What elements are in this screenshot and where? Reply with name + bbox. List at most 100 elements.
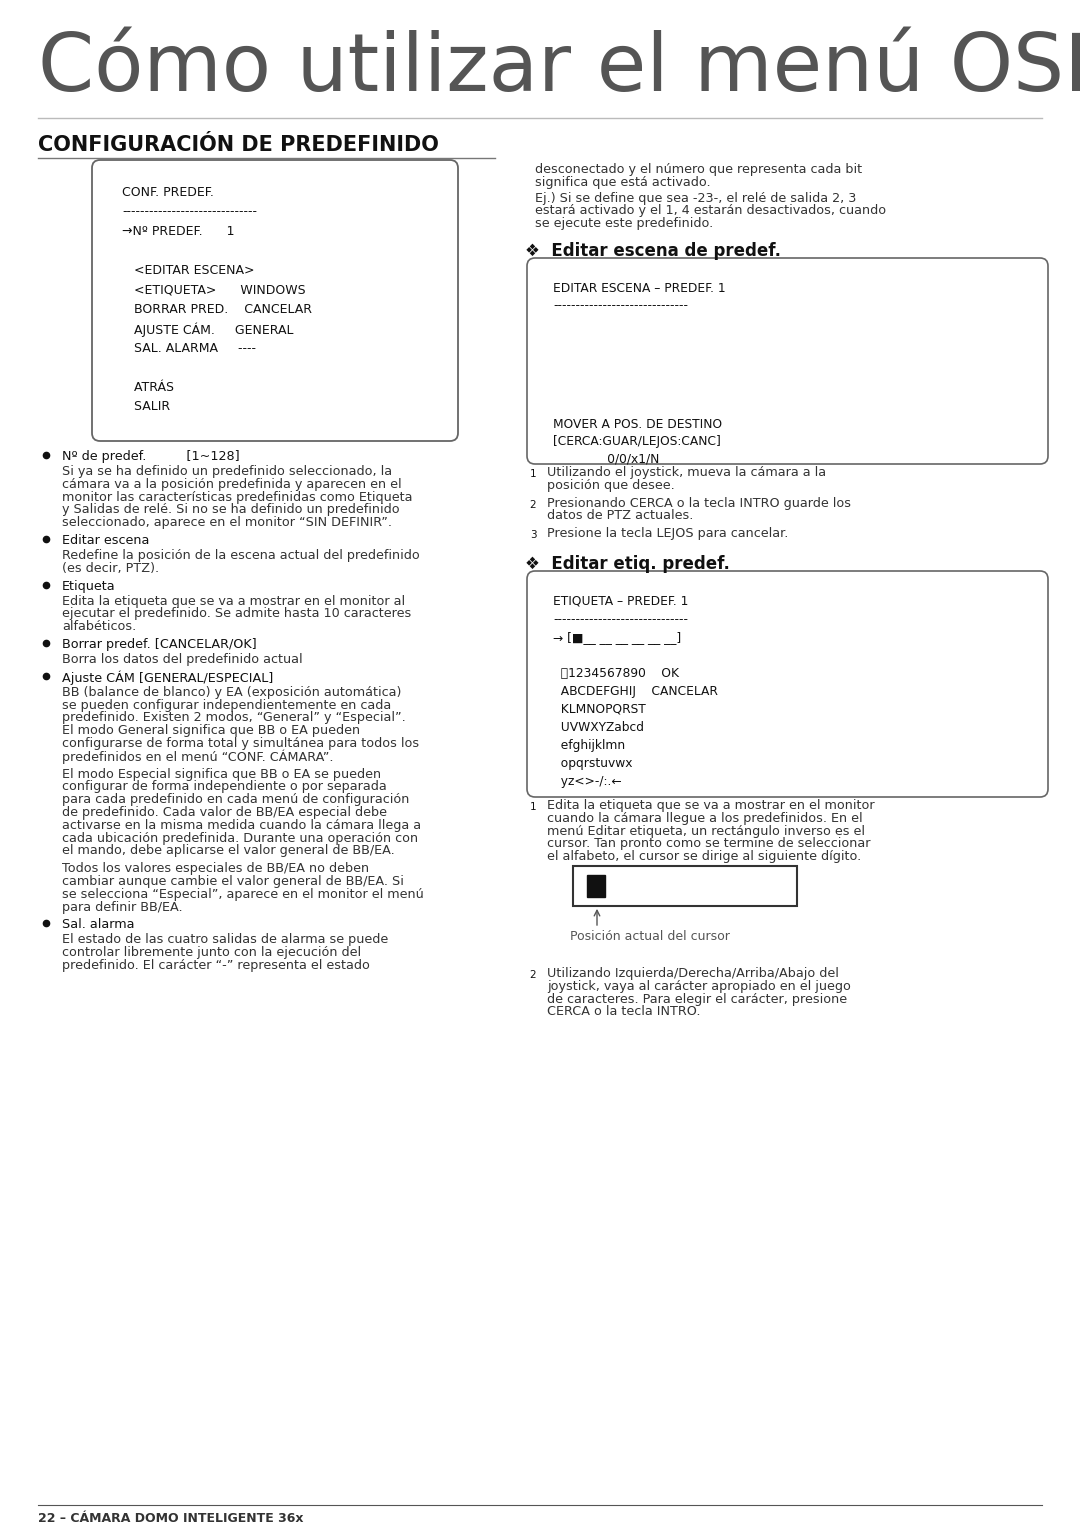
FancyBboxPatch shape xyxy=(527,258,1048,463)
Text: El modo General significa que BB o EA pueden: El modo General significa que BB o EA pu… xyxy=(62,724,360,738)
Text: Si ya se ha definido un predefinido seleccionado, la: Si ya se ha definido un predefinido sele… xyxy=(62,465,392,479)
Text: ------------------------------: ------------------------------ xyxy=(122,206,257,218)
Text: de caracteres. Para elegir el carácter, presione: de caracteres. Para elegir el carácter, … xyxy=(546,992,847,1006)
Circle shape xyxy=(525,497,541,512)
Text: 2: 2 xyxy=(529,500,537,509)
Text: Posición actual del cursor: Posición actual del cursor xyxy=(570,930,730,943)
Text: se pueden configurar independientemente en cada: se pueden configurar independientemente … xyxy=(62,698,391,712)
Text: MOVER A POS. DE DESTINO: MOVER A POS. DE DESTINO xyxy=(553,417,723,431)
Text: Borrar predef. [CANCELAR/OK]: Borrar predef. [CANCELAR/OK] xyxy=(62,638,257,650)
Text: posición que desee.: posición que desee. xyxy=(546,479,675,492)
Text: 3: 3 xyxy=(529,531,537,540)
Text: SAL. ALARMA     ----: SAL. ALARMA ---- xyxy=(122,342,256,354)
Text: [CERCA:GUAR/LEJOS:CANC]: [CERCA:GUAR/LEJOS:CANC] xyxy=(553,436,720,448)
Text: → [■__ __ __ __ __ __]: → [■__ __ __ __ __ __] xyxy=(553,630,681,644)
Text: y Salidas de relé. Si no se ha definido un predefinido: y Salidas de relé. Si no se ha definido … xyxy=(62,503,400,517)
Text: EDITAR ESCENA – PREDEF. 1: EDITAR ESCENA – PREDEF. 1 xyxy=(553,282,726,295)
Text: BB (balance de blanco) y EA (exposición automática): BB (balance de blanco) y EA (exposición … xyxy=(62,686,402,700)
Text: para definir BB/EA.: para definir BB/EA. xyxy=(62,900,183,914)
Text: ❖  Editar escena de predef.: ❖ Editar escena de predef. xyxy=(525,242,781,259)
FancyBboxPatch shape xyxy=(92,160,458,440)
Text: para cada predefinido en cada menú de configuración: para cada predefinido en cada menú de co… xyxy=(62,793,409,807)
Text: 1: 1 xyxy=(529,802,537,811)
Text: datos de PTZ actuales.: datos de PTZ actuales. xyxy=(546,509,693,523)
Text: significa que está activado.: significa que está activado. xyxy=(535,176,711,189)
Text: cámara va a la posición predefinida y aparecen en el: cámara va a la posición predefinida y ap… xyxy=(62,477,402,491)
Text: Editar escena: Editar escena xyxy=(62,534,149,548)
Text: Utilizando Izquierda/Derecha/Arriba/Abajo del: Utilizando Izquierda/Derecha/Arriba/Abaj… xyxy=(546,966,839,980)
Text: 22 – CÁMARA DOMO INTELIGENTE 36x: 22 – CÁMARA DOMO INTELIGENTE 36x xyxy=(38,1513,303,1525)
Text: CONFIGURACIÓN DE PREDEFINIDO: CONFIGURACIÓN DE PREDEFINIDO xyxy=(38,135,438,155)
Text: SALIR: SALIR xyxy=(122,400,171,414)
Circle shape xyxy=(525,966,541,983)
Text: <ETIQUETA>      WINDOWS: <ETIQUETA> WINDOWS xyxy=(122,284,306,296)
FancyBboxPatch shape xyxy=(527,571,1048,798)
Text: predefinido. Existen 2 modos, “General” y “Especial”.: predefinido. Existen 2 modos, “General” … xyxy=(62,712,406,724)
Text: controlar libremente junto con la ejecución del: controlar libremente junto con la ejecuc… xyxy=(62,946,361,959)
Text: efghijklmn: efghijklmn xyxy=(553,739,625,752)
Text: cuando la cámara llegue a los predefinidos. En el: cuando la cámara llegue a los predefinid… xyxy=(546,811,863,825)
Text: menú Editar etiqueta, un rectángulo inverso es el: menú Editar etiqueta, un rectángulo inve… xyxy=(546,825,865,838)
Text: configurar de forma independiente o por separada: configurar de forma independiente o por … xyxy=(62,781,387,793)
Text: 1: 1 xyxy=(529,469,537,479)
Text: Utilizando el joystick, mueva la cámara a la: Utilizando el joystick, mueva la cámara … xyxy=(546,466,826,479)
Text: joystick, vaya al carácter apropiado en el juego: joystick, vaya al carácter apropiado en … xyxy=(546,980,851,992)
Text: El estado de las cuatro salidas de alarma se puede: El estado de las cuatro salidas de alarm… xyxy=(62,933,388,946)
Text: CONF. PREDEF.: CONF. PREDEF. xyxy=(122,186,214,199)
Text: ❖  Editar etiq. predef.: ❖ Editar etiq. predef. xyxy=(525,555,730,574)
Text: ------------------------------: ------------------------------ xyxy=(553,299,688,311)
Text: el mando, debe aplicarse el valor general de BB/EA.: el mando, debe aplicarse el valor genera… xyxy=(62,844,395,858)
Text: ETIQUETA – PREDEF. 1: ETIQUETA – PREDEF. 1 xyxy=(553,595,688,607)
Text: KLMNOPQRST: KLMNOPQRST xyxy=(553,703,646,716)
Text: opqrstuvwx: opqrstuvwx xyxy=(553,756,633,770)
Text: Edita la etiqueta que se va a mostrar en el monitor: Edita la etiqueta que se va a mostrar en… xyxy=(546,799,875,811)
Text: configurarse de forma total y simultánea para todos los: configurarse de forma total y simultánea… xyxy=(62,736,419,750)
Text: se ejecute este predefinido.: se ejecute este predefinido. xyxy=(535,218,713,230)
Text: monitor las características predefinidas como Etiqueta: monitor las características predefinidas… xyxy=(62,491,413,503)
Text: estará activado y el 1, 4 estarán desactivados, cuando: estará activado y el 1, 4 estarán desact… xyxy=(535,204,886,218)
Text: cada ubicación predefinida. Durante una operación con: cada ubicación predefinida. Durante una … xyxy=(62,831,418,845)
Circle shape xyxy=(525,466,541,482)
Text: el alfabeto, el cursor se dirige al siguiente dígito.: el alfabeto, el cursor se dirige al sigu… xyxy=(546,850,861,864)
Text: predefinidos en el menú “CONF. CÁMARA”.: predefinidos en el menú “CONF. CÁMARA”. xyxy=(62,750,334,764)
Text: yz<>-/:.←: yz<>-/:.← xyxy=(553,775,622,788)
Text: Presione la tecla LEJOS para cancelar.: Presione la tecla LEJOS para cancelar. xyxy=(546,528,788,540)
Text: Etiqueta: Etiqueta xyxy=(62,580,116,592)
Text: 2: 2 xyxy=(529,969,537,980)
Text: CERCA o la tecla INTRO.: CERCA o la tecla INTRO. xyxy=(546,1005,701,1019)
Text: activarse en la misma medida cuando la cámara llega a: activarse en la misma medida cuando la c… xyxy=(62,819,421,831)
Text: <EDITAR ESCENA>: <EDITAR ESCENA> xyxy=(122,264,255,278)
Text: cambiar aunque cambie el valor general de BB/EA. Si: cambiar aunque cambie el valor general d… xyxy=(62,874,404,888)
Text: Presionando CERCA o la tecla INTRO guarde los: Presionando CERCA o la tecla INTRO guard… xyxy=(546,497,851,509)
Text: ABCDEFGHIJ    CANCELAR: ABCDEFGHIJ CANCELAR xyxy=(553,686,718,698)
Text: se selecciona “Especial”, aparece en el monitor el menú: se selecciona “Especial”, aparece en el … xyxy=(62,888,423,900)
Text: Edita la etiqueta que se va a mostrar en el monitor al: Edita la etiqueta que se va a mostrar en… xyxy=(62,595,405,607)
Circle shape xyxy=(525,799,541,815)
Text: Todos los valores especiales de BB/EA no deben: Todos los valores especiales de BB/EA no… xyxy=(62,862,369,876)
Text: El modo Especial significa que BB o EA se pueden: El modo Especial significa que BB o EA s… xyxy=(62,767,381,781)
Text: cursor. Tan pronto como se termine de seleccionar: cursor. Tan pronto como se termine de se… xyxy=(546,838,870,850)
Text: Nº de predef.          [1~128]: Nº de predef. [1~128] xyxy=(62,449,240,463)
Text: Ej.) Si se define que sea -23-, el relé de salida 2, 3: Ej.) Si se define que sea -23-, el relé … xyxy=(535,192,856,204)
Circle shape xyxy=(525,528,541,543)
Text: Redefine la posición de la escena actual del predefinido: Redefine la posición de la escena actual… xyxy=(62,549,420,561)
Text: UVWXYZabcd: UVWXYZabcd xyxy=(553,721,644,733)
Text: de predefinido. Cada valor de BB/EA especial debe: de predefinido. Cada valor de BB/EA espe… xyxy=(62,805,387,819)
Text: Ajuste CÁM [GENERAL/ESPECIAL]: Ajuste CÁM [GENERAL/ESPECIAL] xyxy=(62,670,273,686)
Text: ejecutar el predefinido. Se admite hasta 10 caracteres: ejecutar el predefinido. Se admite hasta… xyxy=(62,607,411,620)
Text: Sal. alarma: Sal. alarma xyxy=(62,919,135,931)
Text: seleccionado, aparece en el monitor “SIN DEFINIR”.: seleccionado, aparece en el monitor “SIN… xyxy=(62,517,392,529)
Text: alfabéticos.: alfabéticos. xyxy=(62,620,136,634)
Text: Cómo utilizar el menú OSD: Cómo utilizar el menú OSD xyxy=(38,31,1080,107)
Text: BORRAR PRED.    CANCELAR: BORRAR PRED. CANCELAR xyxy=(122,304,312,316)
Text: AJUSTE CÁM.     GENERAL: AJUSTE CÁM. GENERAL xyxy=(122,322,294,337)
Bar xyxy=(588,874,605,897)
Text: desconectado y el número que representa cada bit: desconectado y el número que representa … xyxy=(535,163,862,176)
Text: ATRÁS: ATRÁS xyxy=(122,380,174,394)
Text: (es decir, PTZ).: (es decir, PTZ). xyxy=(62,561,159,575)
Text: Borra los datos del predefinido actual: Borra los datos del predefinido actual xyxy=(62,653,302,666)
Text: 1234567890    OK: 1234567890 OK xyxy=(553,667,679,680)
Text: →Nº PREDEF.      1: →Nº PREDEF. 1 xyxy=(122,225,234,238)
FancyBboxPatch shape xyxy=(573,867,797,907)
Text: predefinido. El carácter “-” representa el estado: predefinido. El carácter “-” representa … xyxy=(62,959,369,973)
